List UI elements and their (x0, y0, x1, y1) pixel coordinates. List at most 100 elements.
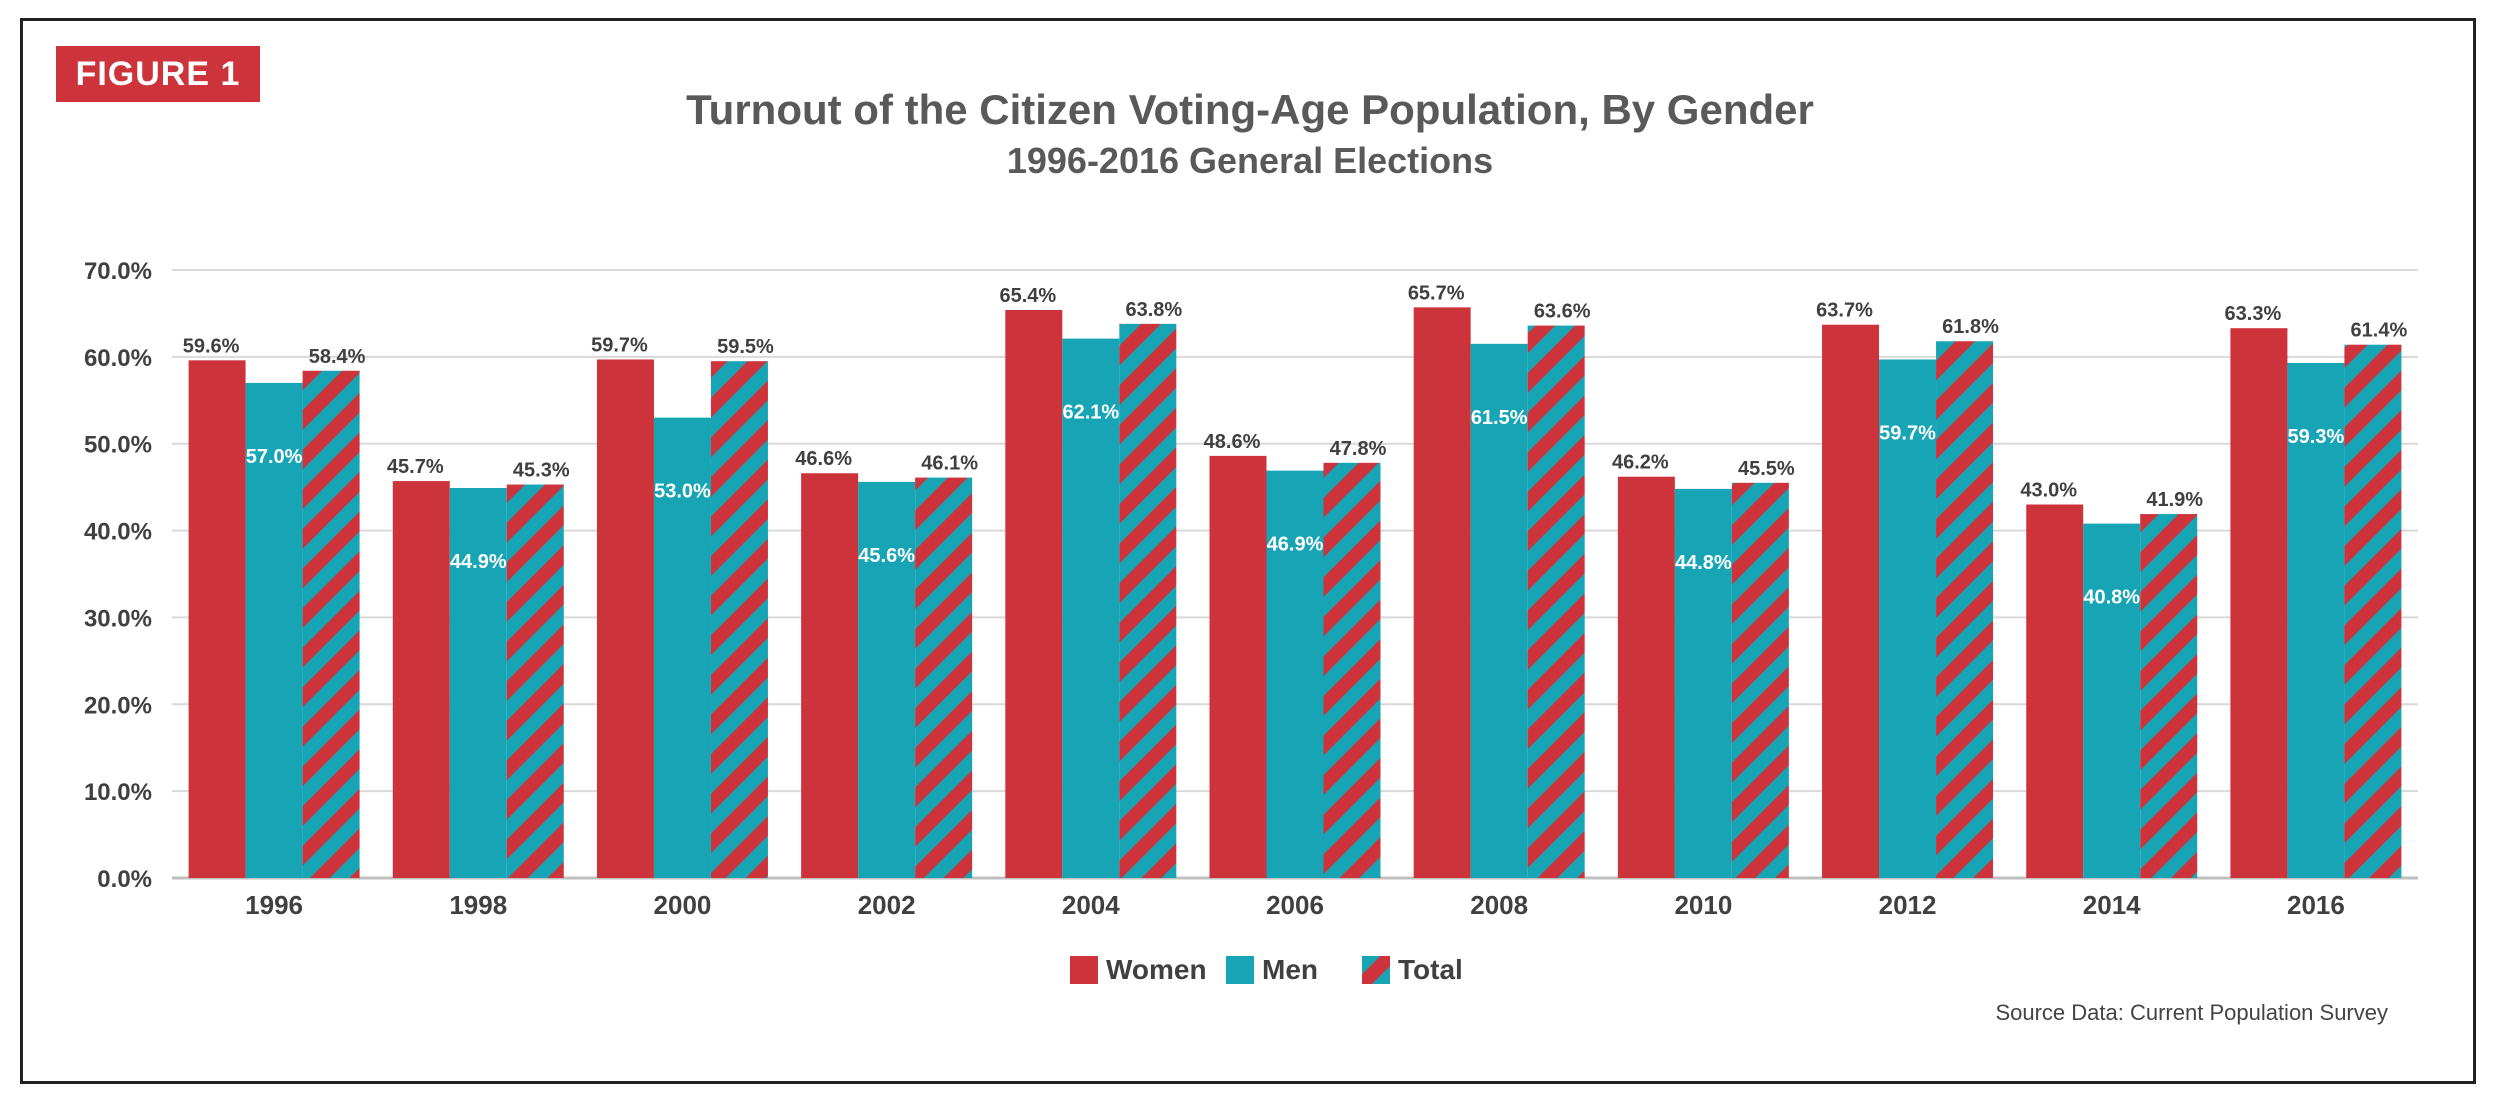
y-tick-label: 30.0% (84, 605, 152, 632)
x-axis-ticks: 1996 1998 2000 2002 2004 2006 2008 2010 2012 2014… (245, 890, 2345, 920)
data-label-men-2000: 53.0% (654, 481, 711, 503)
figure-frame (20, 18, 2476, 1084)
data-label-men-2002: 45.6% (858, 545, 915, 567)
bar-total-1998 (506, 484, 564, 878)
x-tick-label-2004: 2004 (1062, 890, 1120, 920)
x-tick-label-2002: 2002 (858, 890, 916, 920)
data-label-men-2006: 46.9% (1267, 534, 1324, 556)
data-label-women-1998: 45.7% (387, 456, 444, 478)
bar-men-2004 (1062, 338, 1120, 878)
data-label-men-2004: 62.1% (1062, 402, 1119, 424)
bar-total-2016 (2344, 344, 2402, 878)
bar-total-2014 (2140, 514, 2198, 878)
bar-total-2010 (1731, 482, 1789, 878)
data-label-men-2016: 59.3% (2288, 426, 2345, 448)
data-labels: 59.6% 57.0% 58.4% 45.7% 44.9% 45.3% 59.7% 53.0%… (183, 282, 2408, 608)
bar-women-2010 (1617, 476, 1675, 878)
y-tick-label: 60.0% (84, 345, 152, 372)
bar-women-2008 (1413, 307, 1471, 878)
bar-women-2002 (801, 473, 859, 878)
data-label-total-2000: 59.5% (717, 336, 774, 358)
source-note: Source Data: Current Population Survey (1995, 1000, 2388, 1025)
bars (188, 307, 2402, 879)
data-label-women-2006: 48.6% (1204, 431, 1261, 453)
data-label-men-2012: 59.7% (1879, 422, 1936, 444)
data-label-women-2014: 43.0% (2020, 480, 2077, 502)
bar-men-2000 (653, 417, 711, 878)
bar-total-2004 (1119, 323, 1177, 878)
y-tick-label: 50.0% (84, 432, 152, 459)
data-label-men-1998: 44.9% (450, 551, 507, 573)
data-label-women-2010: 46.2% (1612, 452, 1669, 474)
data-label-women-2004: 65.4% (999, 285, 1056, 307)
data-label-total-2010: 45.5% (1738, 458, 1795, 480)
bar-total-2006 (1323, 462, 1381, 878)
data-label-women-2012: 63.7% (1816, 300, 1873, 322)
bar-women-2016 (2230, 328, 2288, 878)
legend: Women Men Total (1070, 954, 1463, 985)
y-tick-label: 70.0% (84, 258, 152, 285)
data-label-total-2006: 47.8% (1330, 438, 1387, 460)
data-label-women-2000: 59.7% (591, 334, 648, 356)
x-tick-label-2012: 2012 (1879, 890, 1937, 920)
data-label-total-2012: 61.8% (1942, 316, 1999, 338)
legend-swatch-women (1070, 956, 1098, 984)
bar-women-2012 (1822, 324, 1880, 879)
bar-men-1996 (245, 382, 303, 878)
x-tick-label-1996: 1996 (245, 890, 303, 920)
bar-men-2010 (1674, 488, 1732, 878)
data-label-total-2014: 41.9% (2146, 489, 2203, 511)
data-label-total-1996: 58.4% (309, 346, 366, 368)
legend-swatch-men (1226, 956, 1254, 984)
data-label-total-1998: 45.3% (513, 460, 570, 482)
bar-women-2006 (1209, 455, 1267, 878)
x-tick-label-2016: 2016 (2287, 890, 2345, 920)
bar-women-1998 (392, 481, 450, 878)
x-tick-label-2000: 2000 (654, 890, 712, 920)
bar-women-2014 (2026, 504, 2084, 878)
data-label-total-2008: 63.6% (1534, 301, 1591, 323)
bar-men-2002 (858, 481, 916, 878)
bar-men-2006 (1266, 470, 1324, 878)
data-label-women-2016: 63.3% (2225, 303, 2282, 325)
data-label-women-2002: 46.6% (795, 448, 852, 470)
bar-men-2008 (1470, 343, 1528, 878)
y-tick-label: 40.0% (84, 519, 152, 546)
y-axis-ticks: 0.0% 10.0% 20.0% 30.0% 40.0% 50.0% 60.0% 70.0% (84, 258, 152, 893)
data-label-women-1996: 59.6% (183, 335, 240, 357)
x-tick-label-2006: 2006 (1266, 890, 1324, 920)
bar-total-2002 (915, 477, 973, 878)
bar-total-2000 (710, 361, 768, 878)
bar-total-1996 (302, 370, 360, 878)
bar-women-2000 (596, 359, 654, 878)
data-label-total-2004: 63.8% (1125, 299, 1182, 321)
y-tick-label: 10.0% (84, 779, 152, 806)
bar-women-1996 (188, 360, 246, 878)
y-tick-label: 20.0% (84, 692, 152, 719)
bar-women-2004 (1005, 309, 1063, 878)
data-label-total-2002: 46.1% (921, 453, 978, 475)
x-tick-label-2008: 2008 (1470, 890, 1528, 920)
x-tick-label-1998: 1998 (449, 890, 507, 920)
legend-swatch-total (1362, 956, 1390, 984)
bar-total-2012 (1936, 341, 1994, 878)
bar-men-2016 (2287, 362, 2345, 878)
data-label-women-2008: 65.7% (1408, 282, 1465, 304)
data-label-total-2016: 61.4% (2351, 320, 2408, 342)
data-label-men-2008: 61.5% (1471, 407, 1528, 429)
bar-men-2014 (2083, 523, 2141, 878)
legend-label-total: Total (1398, 954, 1463, 985)
bar-men-1998 (449, 488, 507, 878)
data-label-men-2014: 40.8% (2083, 587, 2140, 609)
bar-total-2008 (1527, 325, 1585, 878)
bar-men-2012 (1879, 359, 1937, 878)
legend-label-women: Women (1106, 954, 1207, 985)
data-label-men-2010: 44.8% (1675, 552, 1732, 574)
chart-subtitle: 1996-2016 General Elections (1006, 140, 1494, 181)
x-tick-label-2014: 2014 (2083, 890, 2141, 920)
legend-label-men: Men (1262, 954, 1318, 985)
chart-title: Turnout of the Citizen Voting-Age Popula… (686, 86, 1814, 133)
figure-badge: FIGURE 1 (56, 46, 260, 102)
x-tick-label-2010: 2010 (1674, 890, 1732, 920)
